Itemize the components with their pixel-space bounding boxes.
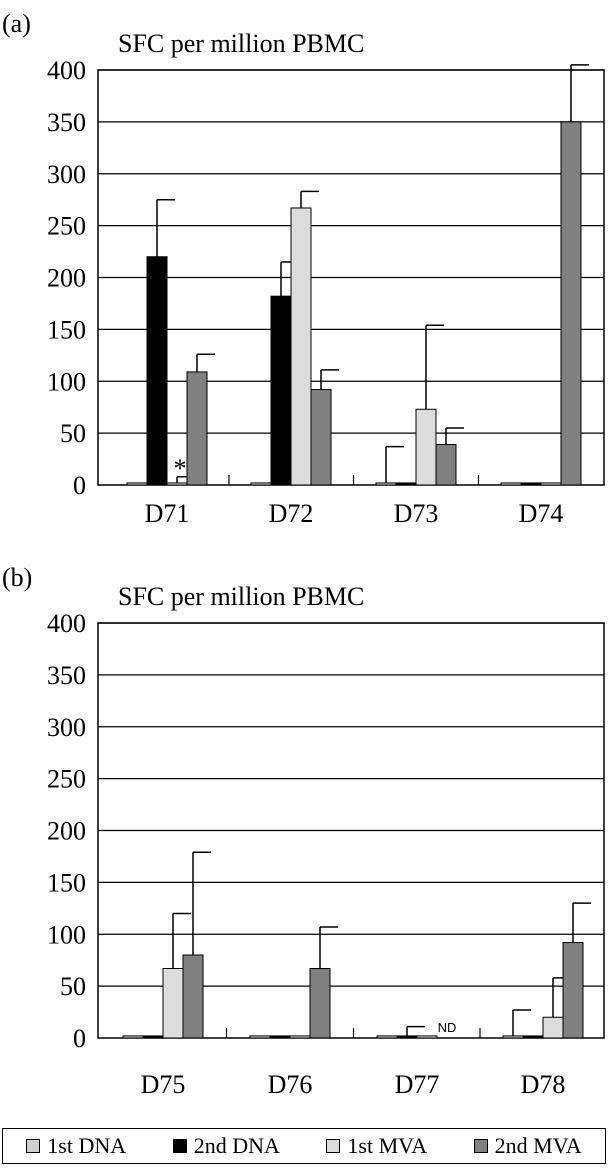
panel-b-annotation-nd: ND bbox=[438, 1020, 457, 1035]
panel-b-bar-d76-1st-dna bbox=[249, 1035, 271, 1039]
panel-b-bar-d78-1st-mva bbox=[542, 1016, 564, 1039]
panel-a-ytick-100: 100 bbox=[47, 367, 86, 396]
panel-a-bar-d73-1st-dna bbox=[375, 482, 397, 486]
panel-a-ytick-350: 350 bbox=[47, 108, 86, 137]
panel-b-xtick-d76: D76 bbox=[268, 1070, 313, 1099]
panel-a-bar-d71-1st-dna bbox=[126, 482, 148, 486]
panel-b-bar-d75-2nd-dna bbox=[142, 1035, 164, 1039]
panel-a-ytick-50: 50 bbox=[60, 419, 86, 448]
legend-item-2nd-dna: 2nd DNA bbox=[172, 1133, 280, 1159]
panel-b-ytick-50: 50 bbox=[60, 972, 86, 1001]
panel-a-xtick-d71: D71 bbox=[145, 499, 190, 528]
legend-swatch-1st-dna bbox=[26, 1139, 41, 1153]
panel-a-bar-d71-2nd-dna bbox=[146, 256, 168, 486]
panel-a-bar-d72-1st-dna bbox=[250, 482, 272, 486]
legend-item-2nd-mva: 2nd MVA bbox=[473, 1133, 582, 1159]
panel-b-xtick-d77: D77 bbox=[395, 1070, 440, 1099]
panel-a-bar-d71-2nd-mva bbox=[186, 371, 208, 486]
panel-b-bar-d77-1st-mva bbox=[416, 1035, 438, 1039]
panel-b-plot-frame bbox=[97, 622, 605, 1039]
panel-a-ytick-400: 400 bbox=[47, 56, 86, 85]
panel-b-bar-d76-1st-mva bbox=[289, 1035, 311, 1039]
panel-b-bar-d76-2nd-mva bbox=[309, 967, 331, 1039]
panel-a-ytick-0: 0 bbox=[73, 471, 86, 500]
panel-b-bar-d75-1st-dna bbox=[122, 1035, 144, 1039]
panel-b-ylabel: SFC per million PBMC bbox=[118, 582, 364, 611]
panel-a-bar-d72-2nd-mva bbox=[310, 389, 332, 486]
panel-b-bar-d76-2nd-dna bbox=[269, 1035, 291, 1039]
figure: (a) SFC per million PBMC 0 50 100 150 200 250 30… bbox=[2, 9, 605, 1099]
panel-a-bar-d74-2nd-mva bbox=[560, 121, 582, 486]
panel-b-bar-d75-1st-mva bbox=[162, 967, 184, 1039]
panel-a-ytick-200: 200 bbox=[47, 264, 86, 293]
panel-b-xtick-d78: D78 bbox=[521, 1070, 566, 1099]
panel-a-ytick-150: 150 bbox=[47, 315, 86, 344]
panel-b-ytick-300: 300 bbox=[47, 713, 86, 742]
panel-b-xtick-d75: D75 bbox=[141, 1070, 186, 1099]
legend-item-1st-dna: 1st DNA bbox=[26, 1133, 126, 1159]
panel-a-bar-d74-1st-dna bbox=[500, 482, 522, 486]
panel-a-xtick-d74: D74 bbox=[519, 499, 564, 528]
panel-b-ytick-200: 200 bbox=[47, 817, 86, 846]
panel-a-bar-d73-1st-mva bbox=[415, 408, 437, 486]
panel-b-ytick-350: 350 bbox=[47, 661, 86, 690]
panel-b-ytick-250: 250 bbox=[47, 765, 86, 794]
panel-b-ytick-400: 400 bbox=[47, 609, 86, 638]
panel-b-bar-d78-2nd-dna bbox=[522, 1035, 544, 1039]
panel-b-ytick-100: 100 bbox=[47, 920, 86, 949]
legend-label-2nd-mva: 2nd MVA bbox=[494, 1133, 582, 1158]
panel-b-bar-d75-2nd-mva bbox=[182, 954, 204, 1039]
panel-b-bar-d77-2nd-dna bbox=[396, 1035, 418, 1039]
panel-a-bar-d73-2nd-mva bbox=[435, 444, 457, 486]
panel-a-xtick-d73: D73 bbox=[394, 499, 439, 528]
panel-a-label: (a) bbox=[2, 9, 31, 38]
panel-b-bar-d77-1st-dna bbox=[376, 1035, 398, 1039]
legend: 1st DNA 2nd DNA 1st MVA 2nd MVA bbox=[2, 1128, 606, 1164]
panel-a-bar-d74-2nd-dna bbox=[520, 482, 542, 486]
panel-a-bar-d72-2nd-dna bbox=[270, 295, 292, 486]
panel-b-ytick-150: 150 bbox=[47, 868, 86, 897]
legend-label-2nd-dna: 2nd DNA bbox=[193, 1133, 280, 1158]
legend-label-1st-mva: 1st MVA bbox=[347, 1133, 428, 1158]
panel-a-bar-d72-1st-mva bbox=[290, 207, 312, 486]
panel-a-bar-d71-1st-mva bbox=[166, 482, 188, 486]
panel-a-annotation-asterisk: * bbox=[174, 454, 187, 483]
legend-label-1st-dna: 1st DNA bbox=[47, 1133, 127, 1158]
panel-a-ytick-250: 250 bbox=[47, 212, 86, 241]
legend-item-1st-mva: 1st MVA bbox=[326, 1133, 427, 1159]
panel-b-ytick-0: 0 bbox=[73, 1024, 86, 1053]
legend-swatch-2nd-mva bbox=[473, 1139, 488, 1153]
panel-b-bar-d78-2nd-mva bbox=[562, 942, 584, 1039]
legend-swatch-1st-mva bbox=[326, 1139, 341, 1153]
panel-a-ytick-300: 300 bbox=[47, 160, 86, 189]
panel-a-bar-d74-1st-mva bbox=[540, 482, 562, 486]
panel-b-label: (b) bbox=[2, 563, 32, 592]
panel-b-bar-d78-1st-dna bbox=[502, 1035, 524, 1039]
legend-swatch-2nd-dna bbox=[172, 1139, 187, 1153]
panel-a-plot-frame bbox=[97, 69, 605, 486]
panel-a-xtick-d72: D72 bbox=[269, 499, 314, 528]
panel-a-ylabel: SFC per million PBMC bbox=[118, 29, 364, 58]
panel-a-bar-d73-2nd-dna bbox=[395, 482, 417, 486]
